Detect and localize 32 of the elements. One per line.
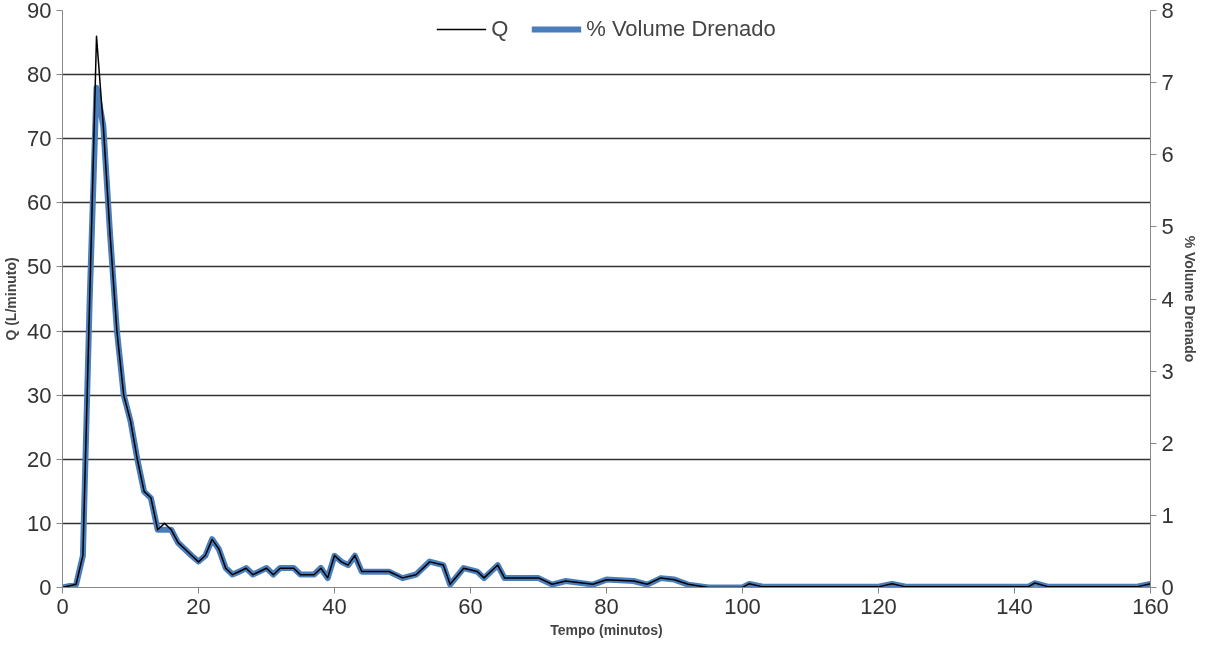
y2-tick-label: 6 (1161, 142, 1174, 168)
y-tick-label: 80 (27, 62, 52, 88)
y-tick-label: 90 (27, 0, 52, 23)
y2-tick-label: 1 (1161, 502, 1174, 528)
x-tick-label: 60 (458, 593, 483, 619)
y-tick-label: 30 (27, 382, 52, 408)
x-tick-label: 100 (724, 593, 761, 619)
y-axis-title: Q (L/minuto) (3, 257, 20, 341)
y2-tick-label: 8 (1161, 0, 1174, 23)
y-tick-label: 0 (39, 575, 52, 600)
x-tick-label: 140 (996, 593, 1033, 619)
x-axis-title: Tempo (minutos) (550, 621, 663, 638)
y-tick-label: 40 (27, 318, 52, 344)
y2-tick-label: 7 (1161, 70, 1174, 96)
y2-tick-label: 3 (1161, 358, 1174, 384)
y2-axis-title: % Volume Drenado (1181, 235, 1198, 363)
y2-tick-label: 0 (1161, 575, 1174, 600)
y-tick-label: 10 (27, 510, 52, 536)
legend-label: % Volume Drenado (586, 16, 776, 42)
y2-tick-label: 2 (1161, 430, 1174, 456)
x-tick-label: 20 (186, 593, 211, 619)
y2-tick-label: 4 (1161, 286, 1174, 312)
y-tick-label: 20 (27, 446, 52, 472)
y-tick-label: 60 (27, 190, 52, 216)
x-tick-label: 80 (594, 593, 619, 619)
x-tick-label: 0 (56, 593, 69, 619)
y-tick-label: 70 (27, 126, 52, 152)
x-tick-label: 40 (322, 593, 347, 619)
y2-tick-label: 5 (1161, 214, 1174, 240)
y-tick-label: 50 (27, 254, 52, 280)
legend-label: Q (491, 16, 510, 42)
x-tick-label: 120 (860, 593, 897, 619)
